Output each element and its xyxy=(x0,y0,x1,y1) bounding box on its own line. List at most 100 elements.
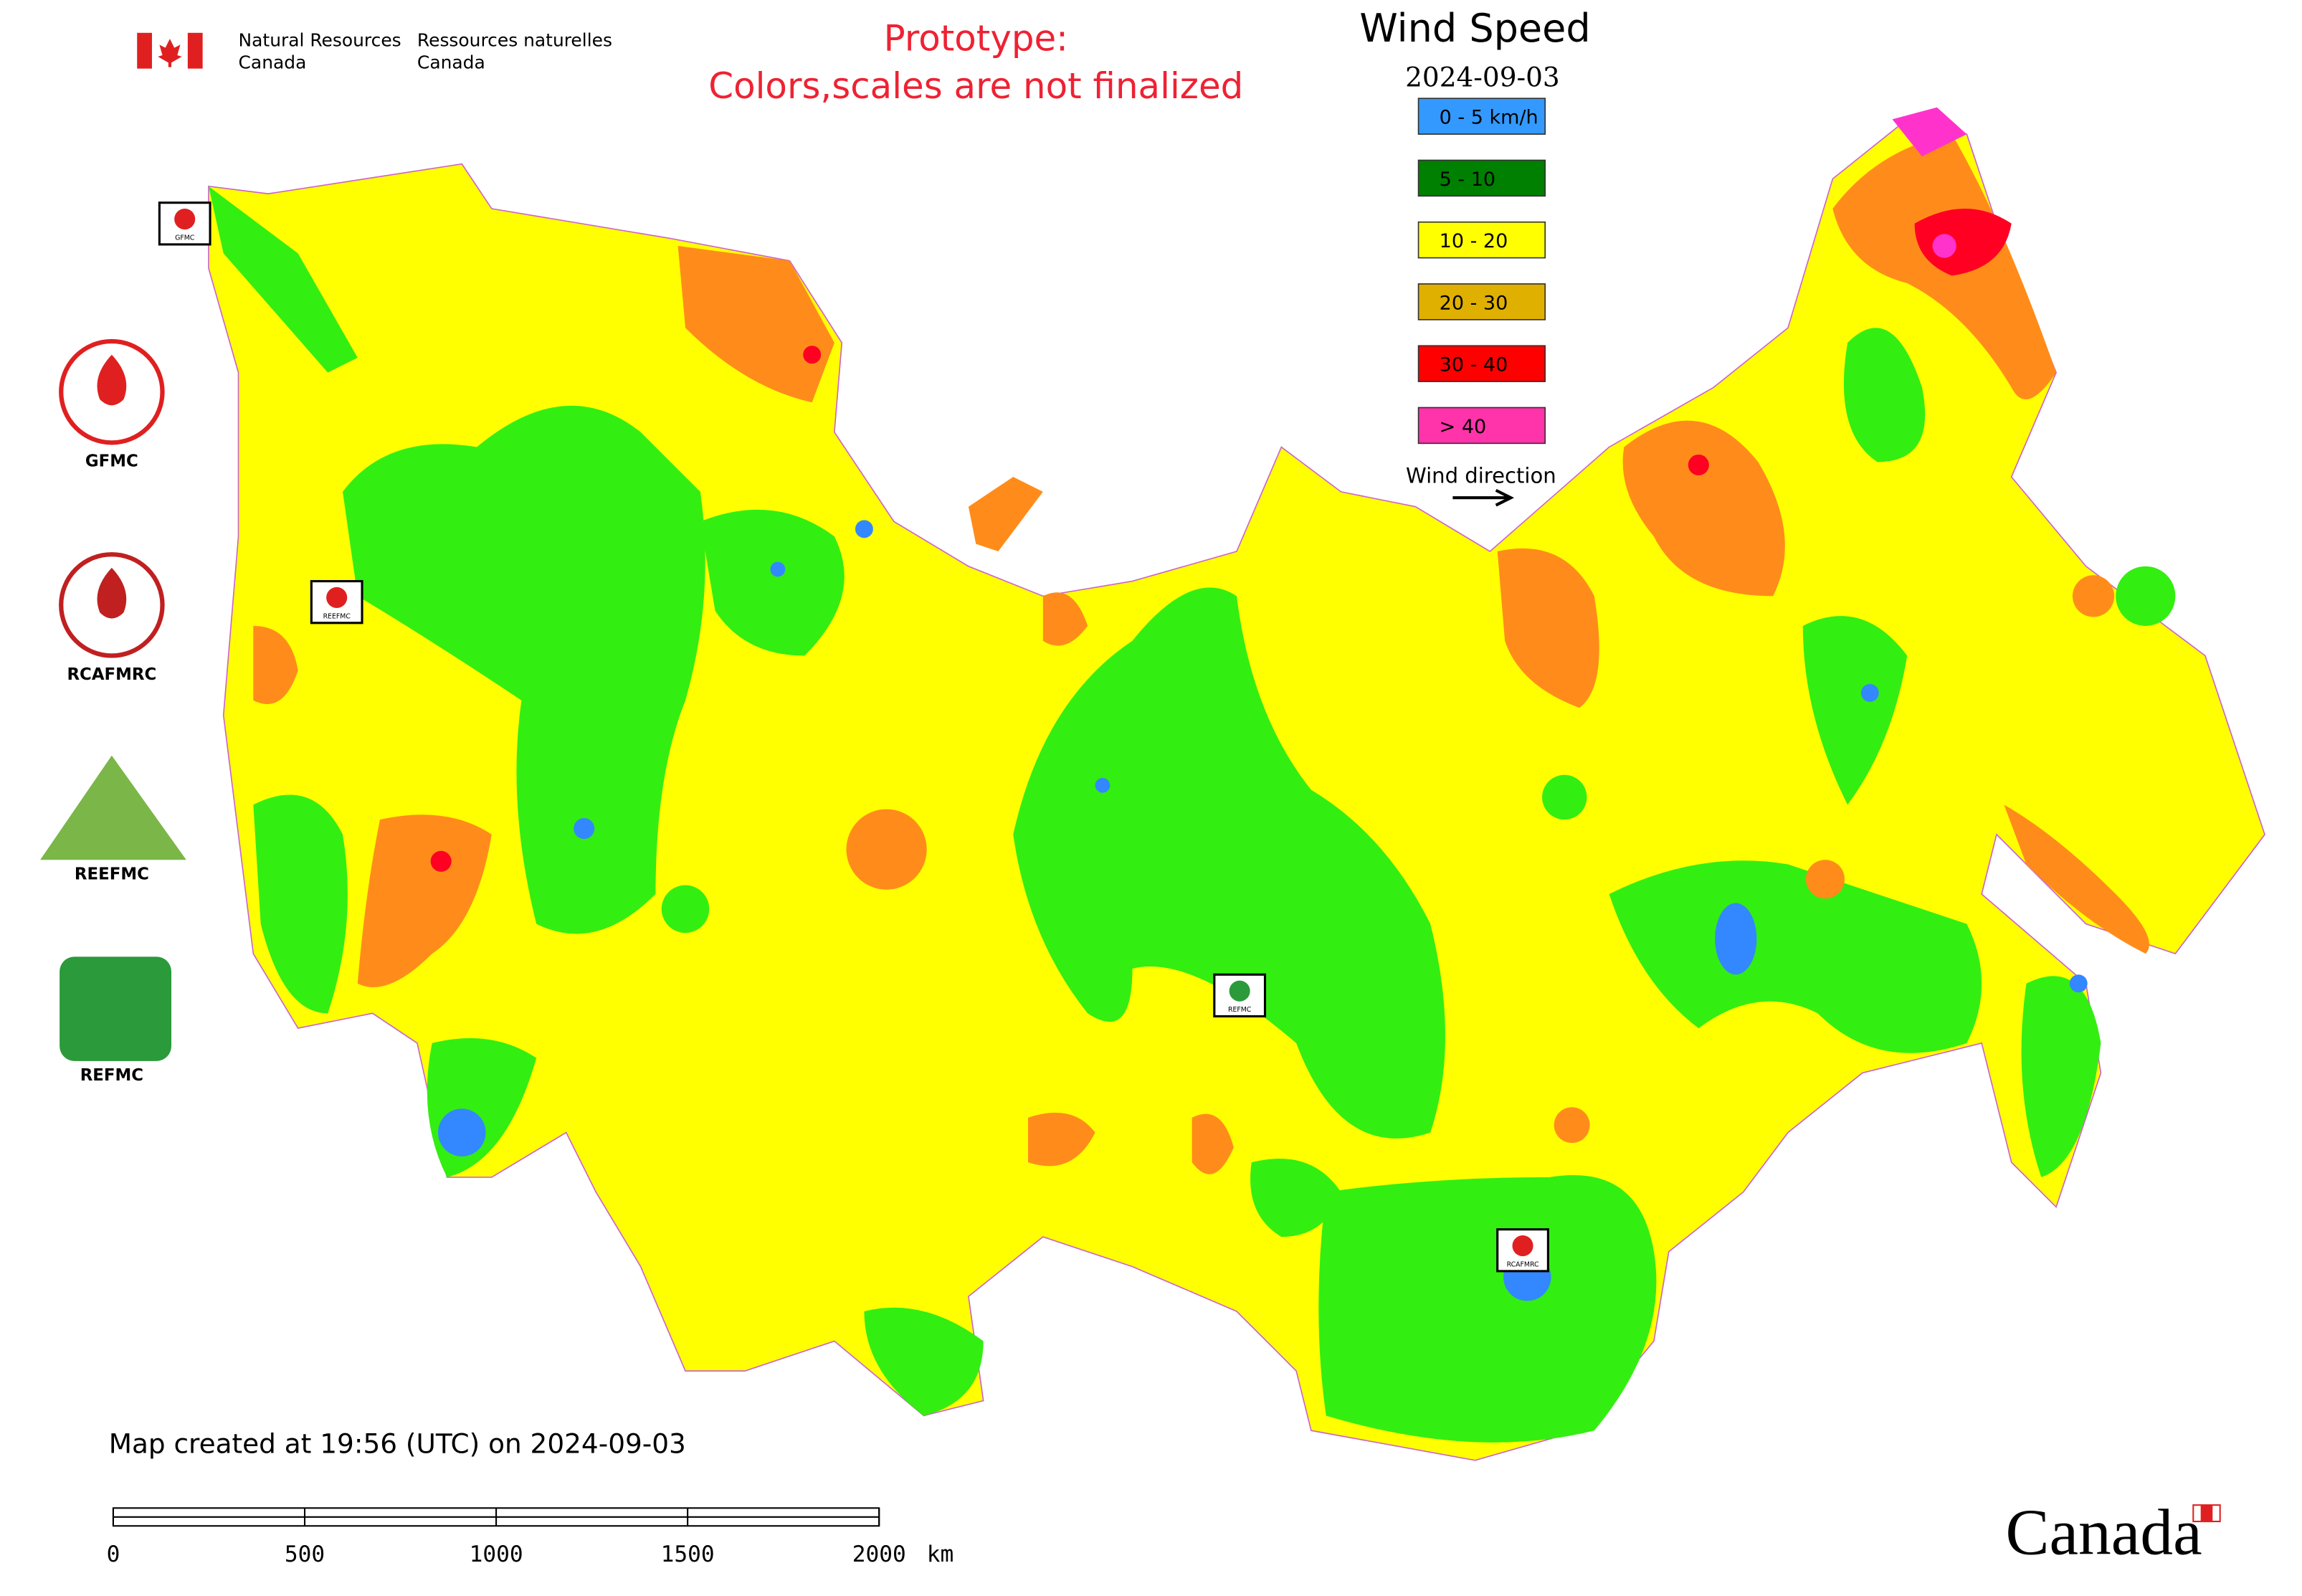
legend-label: 10 - 20 xyxy=(1440,230,1508,252)
zone xyxy=(1914,209,2012,276)
logo-label: RCAFMRC xyxy=(67,665,156,684)
canada-wordmark: Canada xyxy=(2005,1496,2202,1569)
wind-direction-label: Wind direction xyxy=(1406,463,1556,488)
logo-flame xyxy=(97,354,127,406)
scale-label: 1000 xyxy=(470,1542,523,1567)
wind-arrow xyxy=(1452,488,1515,507)
zone xyxy=(1843,328,1926,462)
logo-emblem xyxy=(40,755,186,860)
legend-swatch xyxy=(1417,283,1546,320)
scale-label: 0 xyxy=(107,1542,120,1567)
department-en: Natural Resources xyxy=(239,29,401,50)
wordmark-flag-leaf xyxy=(2200,1505,2213,1522)
zone xyxy=(2072,575,2115,617)
logo-label: REEFMC xyxy=(75,865,149,883)
scale-unit: km xyxy=(927,1542,954,1567)
legend-label: 5 - 10 xyxy=(1440,168,1495,191)
scale-label: 500 xyxy=(285,1542,325,1567)
zone xyxy=(1860,684,1879,702)
zone xyxy=(700,509,845,656)
maple-leaf xyxy=(158,39,182,67)
logo-label: GFMC xyxy=(85,452,138,471)
zone xyxy=(343,405,705,934)
department-fr: Canada xyxy=(417,52,485,73)
zone xyxy=(2021,976,2101,1177)
department-fr: Ressources naturelles xyxy=(417,29,612,50)
zone xyxy=(253,625,298,705)
legend-swatch xyxy=(1417,159,1546,197)
zone xyxy=(846,809,927,890)
green-zones xyxy=(208,186,2176,1443)
map: GFMC REEFMC REFMC RCAFMRC xyxy=(158,107,2265,1461)
legend-swatch xyxy=(1417,407,1546,445)
marker-label: RCAFMRC xyxy=(1507,1261,1539,1269)
zone xyxy=(1095,777,1110,793)
nrcan-header: Natural Resources Canada Ressources natu… xyxy=(137,29,612,73)
legend-label: > 40 xyxy=(1440,416,1487,438)
logo-emblem xyxy=(60,956,172,1061)
legend-title: Wind Speed xyxy=(1359,6,1590,51)
zone xyxy=(430,850,452,872)
zone xyxy=(1609,860,1982,1053)
zone xyxy=(1932,234,1956,258)
zone xyxy=(1318,1174,1657,1443)
marker-icon xyxy=(174,209,196,230)
zone xyxy=(864,1307,984,1416)
zone xyxy=(1805,860,1845,899)
legend-date: 2024-09-03 xyxy=(1405,62,1560,93)
scale-label: 1500 xyxy=(661,1542,715,1567)
zone xyxy=(661,885,710,934)
legend-swatch xyxy=(1417,221,1546,259)
logos: GFMC RCAFMRC REEFMC REFMC xyxy=(40,338,186,1085)
zone xyxy=(1042,592,1088,646)
zone xyxy=(1688,454,1709,476)
legend-swatch xyxy=(1417,345,1546,382)
marker-label: REEFMC xyxy=(323,613,351,621)
island xyxy=(968,477,1043,552)
high-zones xyxy=(430,107,2012,872)
department-en: Canada xyxy=(239,52,307,73)
zone xyxy=(803,346,822,364)
created-note: Map created at 19:56 (UTC) on 2024-09-03 xyxy=(109,1428,686,1459)
notice: Prototype: xyxy=(884,18,1068,60)
zone xyxy=(2004,804,2149,954)
legend-label: 20 - 30 xyxy=(1440,292,1508,314)
zone xyxy=(253,794,348,1014)
zone xyxy=(1028,1112,1095,1167)
zone xyxy=(770,561,786,577)
zone xyxy=(1497,548,1599,708)
marker-label: GFMC xyxy=(175,234,195,242)
zone xyxy=(357,814,492,987)
zone xyxy=(438,1108,486,1156)
zone xyxy=(1192,1113,1234,1174)
zone xyxy=(208,186,358,373)
zone xyxy=(1622,420,1785,597)
zone xyxy=(1715,903,1757,975)
map-markers: GFMC REEFMC REFMC RCAFMRC xyxy=(158,201,1549,1273)
marker-icon xyxy=(1229,980,1250,1002)
logo-label: REFMC xyxy=(80,1066,143,1085)
legend-label: 0 - 5 km/h xyxy=(1440,107,1538,129)
zone xyxy=(1802,616,1908,805)
zone xyxy=(677,245,834,403)
notice: Colors,scales are not finalized xyxy=(708,65,1243,107)
legend-swatch xyxy=(1417,98,1546,135)
flag-bar xyxy=(187,32,203,69)
zone xyxy=(1013,587,1445,1139)
zone xyxy=(1250,1158,1341,1238)
marker-label: REFMC xyxy=(1228,1006,1252,1014)
zone xyxy=(2116,566,2176,626)
zone xyxy=(1892,107,1967,157)
scale-bar: 0 500 1000 1500 2000 km xyxy=(107,1507,954,1567)
marker-icon xyxy=(1512,1235,1533,1257)
zone xyxy=(855,520,873,538)
zone xyxy=(1554,1107,1590,1144)
flag-bar xyxy=(137,32,152,69)
zone xyxy=(2069,974,2088,993)
legend-label: 30 - 40 xyxy=(1440,354,1508,376)
zone xyxy=(1542,774,1587,820)
zone xyxy=(574,818,595,840)
marker-icon xyxy=(326,586,348,609)
logo-flame xyxy=(97,567,127,619)
